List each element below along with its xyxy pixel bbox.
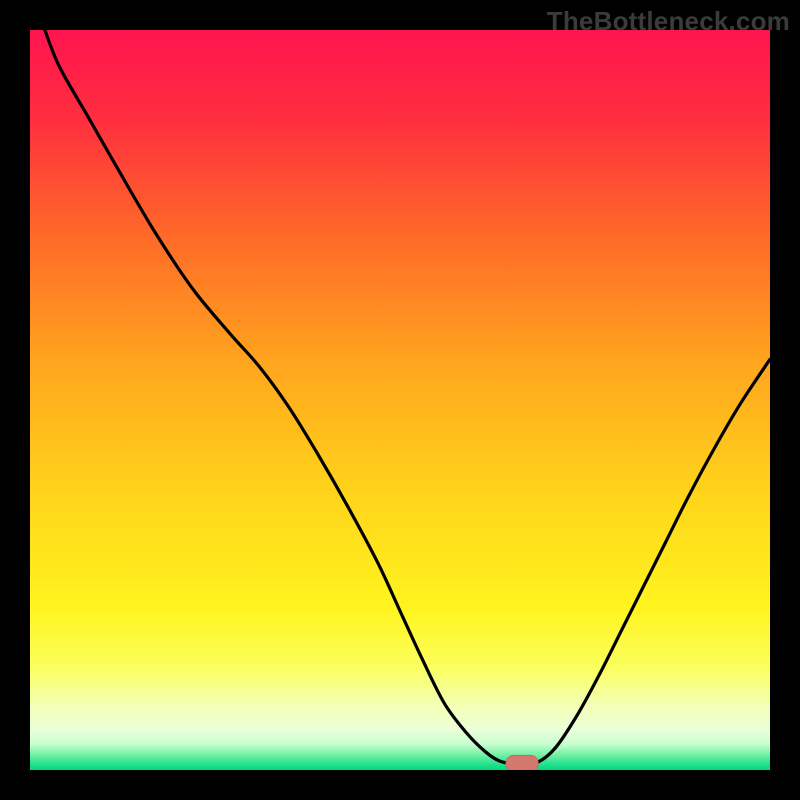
plot-area [30, 30, 770, 770]
optimal-marker [506, 755, 539, 770]
chart-background [30, 30, 770, 770]
watermark-text: TheBottleneck.com [547, 6, 790, 37]
chart-frame: TheBottleneck.com [0, 0, 800, 800]
